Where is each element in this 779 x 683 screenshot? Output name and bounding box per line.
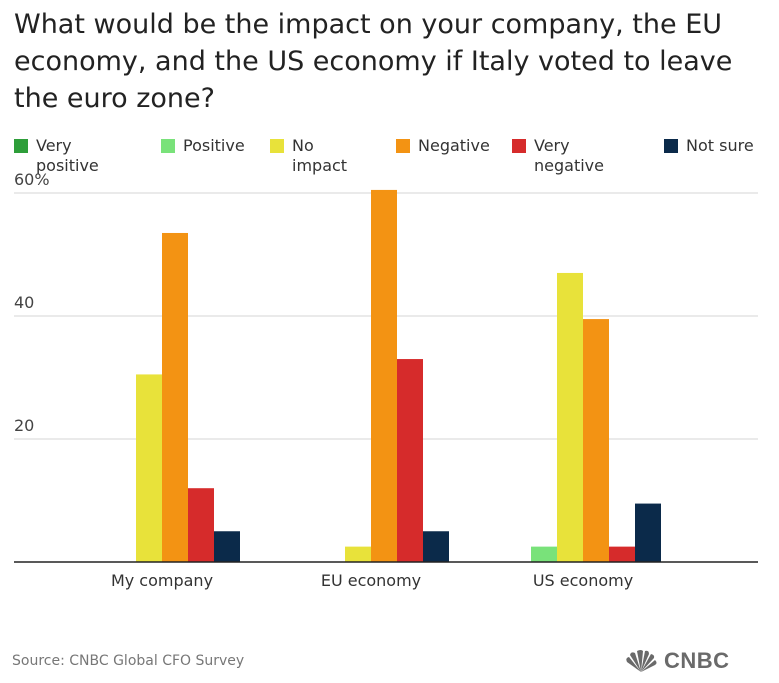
legend-label-positive: Positive: [183, 136, 273, 156]
bar: [162, 232, 188, 562]
legend-swatch-not-sure: [664, 139, 678, 153]
chart-title: What would be the impact on your company…: [14, 9, 733, 114]
bar-chart: 60% 40 20 My company EU economy US economy: [14, 170, 758, 590]
y-tick-label: 40: [14, 293, 34, 312]
legend-item-not-sure: Not sure: [664, 136, 776, 156]
source-note: Source: CNBC Global CFO Survey: [12, 653, 245, 669]
bar: [214, 531, 240, 562]
bar: [188, 488, 214, 562]
bar: [136, 374, 162, 562]
legend-swatch-very-negative: [512, 139, 526, 153]
bar: [531, 546, 557, 562]
bar: [609, 546, 635, 562]
axis-layer: 60% 40 20 My company EU economy US economy: [14, 170, 758, 590]
legend-label-not-sure: Not sure: [686, 136, 776, 156]
peacock-icon: [626, 650, 657, 672]
bar: [635, 503, 661, 562]
legend-label-line1: No: [292, 136, 314, 155]
legend-label-line1: Very: [36, 136, 72, 155]
legend-swatch-positive: [161, 139, 175, 153]
bar: [397, 359, 423, 562]
legend-label-line2: positive: [36, 156, 99, 175]
legend-label-very-negative: Very negative: [534, 136, 604, 176]
x-tick-label: EU economy: [321, 571, 421, 590]
legend-item-no-impact: No impact: [270, 136, 362, 176]
legend-swatch-no-impact: [270, 139, 284, 153]
legend-label-line1: Negative: [418, 136, 490, 155]
bar: [345, 546, 371, 562]
legend-label-line2: negative: [534, 156, 604, 175]
y-tick-label: 20: [14, 416, 34, 435]
legend-item-negative: Negative: [396, 136, 508, 156]
legend-item-positive: Positive: [161, 136, 273, 156]
legend-label-line1: Not sure: [686, 136, 754, 155]
bar: [583, 319, 609, 562]
bar: [557, 272, 583, 562]
x-tick-label: My company: [111, 571, 213, 590]
legend-label-line1: Very: [534, 136, 570, 155]
legend-label-line2: impact: [292, 156, 348, 175]
legend-swatch-very-positive: [14, 139, 28, 153]
x-tick-label: US economy: [533, 571, 633, 590]
legend-label-negative: Negative: [418, 136, 508, 156]
legend: Very positive Positive No impact Negativ…: [0, 136, 779, 180]
bar: [371, 189, 397, 563]
legend-swatch-negative: [396, 139, 410, 153]
legend-item-very-negative: Very negative: [512, 136, 604, 176]
bar: [423, 531, 449, 562]
legend-label-very-positive: Very positive: [36, 136, 106, 176]
legend-item-very-positive: Very positive: [14, 136, 106, 176]
y-tick-label: 60%: [14, 170, 50, 189]
legend-label-no-impact: No impact: [292, 136, 362, 176]
cnbc-logo: CNBC: [624, 648, 730, 674]
bar-layer: [136, 189, 661, 563]
legend-label-line1: Positive: [183, 136, 245, 155]
logo-text: CNBC: [664, 648, 730, 673]
